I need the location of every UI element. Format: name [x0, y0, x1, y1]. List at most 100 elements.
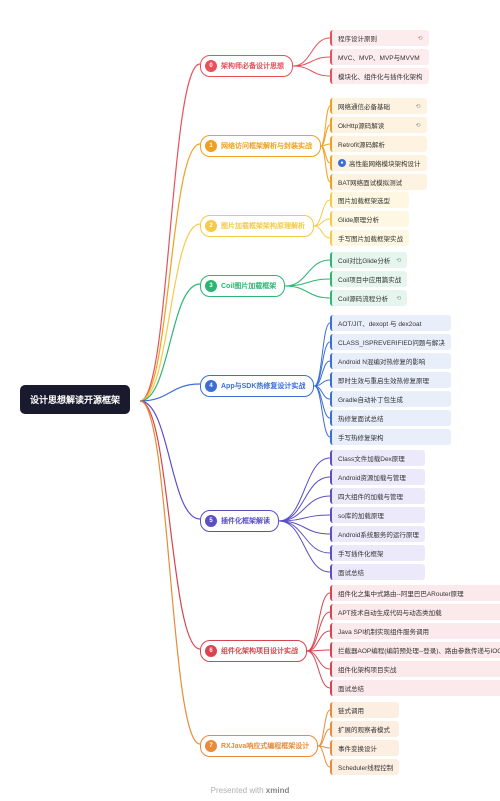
branch-node[interactable]: 5插件化框架解读	[200, 510, 279, 532]
leaf-text: 面试总结	[338, 567, 364, 577]
branch-node[interactable]: 7 RXJava响应式编程框架设计	[200, 735, 318, 757]
branch-text: 网络访问框架解析与封装实战	[221, 141, 312, 151]
branch-node[interactable]: 4App与SDK热修复设计实战	[200, 375, 314, 397]
leaf-node[interactable]: Coil对比Glide分析⟲	[330, 252, 407, 268]
link-icon: ⟲	[415, 122, 420, 129]
branch-node[interactable]: 1 网络访问框架解析与封装实战	[200, 135, 321, 157]
leaf-node[interactable]: 程序设计原则 ⟲	[330, 30, 429, 46]
leaf-text: AOT/JIT、dexopt 与 dex2oat	[338, 318, 421, 328]
leaf-text: 模块化、组件化与插件化架构	[338, 71, 423, 81]
leaf-node[interactable]: 四大组件的加载与管理	[330, 488, 425, 504]
leaf-group: Coil对比Glide分析⟲ Coil项目中应用篇实战 Coil源码流程分析 ⟲	[330, 252, 407, 309]
leaf-node[interactable]: Android系统服务的运行原理	[330, 526, 425, 542]
branch-label: 0架构师必备设计思想	[200, 55, 293, 77]
leaf-text: Coil对比Glide分析	[338, 255, 390, 265]
leaf-text: Scheduler线程控制	[338, 762, 393, 772]
branch-badge: 6	[205, 645, 217, 657]
footer-prefix: Presented with	[211, 786, 266, 795]
leaf-text: Coil项目中应用篇实战	[338, 274, 401, 284]
leaf-node[interactable]: Java SPI机制实现组件服务调用	[330, 623, 500, 639]
leaf-node[interactable]: 扩展的观察者模式	[330, 721, 399, 737]
leaf-text: Coil源码流程分析	[338, 293, 388, 303]
branch-text: Coil图片加载框架	[221, 281, 276, 291]
leaf-node[interactable]: Android N混编对热修复的影响	[330, 353, 451, 369]
leaf-node[interactable]: 组件化之集中式路由--阿里巴巴ARouter原理	[330, 585, 500, 601]
leaf-node[interactable]: 组件化架构项目实战	[330, 661, 500, 677]
leaf-text: Android N混编对热修复的影响	[338, 356, 425, 366]
branch-badge: 1	[205, 140, 217, 152]
leaf-node[interactable]: 事件变换设计	[330, 740, 399, 756]
leaf-node[interactable]: 链式调用	[330, 702, 399, 718]
leaf-text: 即时生效与重启生效热修复原理	[338, 375, 429, 385]
leaf-node[interactable]: CLASS_ISPREVERIFIED问题与解决	[330, 334, 451, 350]
link-icon: ⟲	[396, 295, 401, 302]
leaf-text: APT技术自动生成代码与动态类加载	[338, 607, 442, 617]
leaf-group: 链式调用扩展的观察者模式事件变换设计 Scheduler线程控制	[330, 702, 399, 778]
leaf-node[interactable]: ●高性能网络模块架构设计	[330, 155, 427, 171]
leaf-node[interactable]: 网络通信必备基础 ⟲	[330, 98, 427, 114]
leaf-node[interactable]: APT技术自动生成代码与动态类加载	[330, 604, 500, 620]
branch-label: 6组件化架构项目设计实战	[200, 640, 307, 662]
footer-brand: xmind	[266, 786, 290, 795]
leaf-text: 热修复面试总结	[338, 413, 384, 423]
branch-text: RXJava响应式编程框架设计	[221, 741, 309, 751]
branch-text: 架构师必备设计思想	[221, 61, 284, 71]
leaf-node[interactable]: 拦截器AOP编程(编前预处理--登录)、路由参数传递与IOC注入	[330, 642, 500, 658]
leaf-node[interactable]: 模块化、组件化与插件化架构	[330, 68, 429, 84]
leaf-node[interactable]: 图片加载框架选型	[330, 192, 409, 208]
branch-label: 1 网络访问框架解析与封装实战	[200, 135, 321, 157]
leaf-dot-icon: ●	[338, 159, 346, 167]
leaf-group: AOT/JIT、dexopt 与 dex2oat CLASS_ISPREVERIF…	[330, 315, 451, 448]
leaf-text: 组件化之集中式路由--阿里巴巴ARouter原理	[338, 588, 464, 598]
branch-label: 3 Coil图片加载框架	[200, 275, 285, 297]
branch-badge: 3	[205, 280, 217, 292]
leaf-node[interactable]: 热修复面试总结	[330, 410, 451, 426]
branch-node[interactable]: 6组件化架构项目设计实战	[200, 640, 307, 662]
branch-node[interactable]: 0架构师必备设计思想	[200, 55, 293, 77]
leaf-text: 面试总结	[338, 683, 364, 693]
leaf-group: Class文件加载Dex原理 Android资源加载与管理四大组件的加载与管理 so…	[330, 450, 425, 583]
branch-node[interactable]: 2图片加载框架架构原理解析	[200, 215, 314, 237]
leaf-node[interactable]: so库的加载原理	[330, 507, 425, 523]
leaf-node[interactable]: Gradle自动补丁包生成	[330, 391, 451, 407]
leaf-text: CLASS_ISPREVERIFIED问题与解决	[338, 337, 445, 347]
leaf-text: 扩展的观察者模式	[338, 724, 390, 734]
leaf-text: Class文件加载Dex原理	[338, 453, 405, 463]
leaf-text: 网络通信必备基础	[338, 101, 390, 111]
leaf-node[interactable]: 手写热修复架构	[330, 429, 451, 445]
leaf-node[interactable]: Retrofit源码解析	[330, 136, 427, 152]
leaf-text: Retrofit源码解析	[338, 139, 385, 149]
leaf-text: 拦截器AOP编程(编前预处理--登录)、路由参数传递与IOC注入	[338, 645, 500, 655]
branch-node[interactable]: 3 Coil图片加载框架	[200, 275, 285, 297]
leaf-text: 手写插件化框架	[338, 548, 384, 558]
leaf-node[interactable]: Coil项目中应用篇实战	[330, 271, 407, 287]
leaf-node[interactable]: Scheduler线程控制	[330, 759, 399, 775]
leaf-node[interactable]: Android资源加载与管理	[330, 469, 425, 485]
leaf-text: 手写热修复架构	[338, 432, 384, 442]
leaf-node[interactable]: 手写插件化框架	[330, 545, 425, 561]
branch-label: 5插件化框架解读	[200, 510, 279, 532]
root-label: 设计思想解读开源框架	[30, 395, 120, 405]
footer: Presented with xmind	[0, 786, 500, 795]
leaf-node[interactable]: 面试总结	[330, 680, 500, 696]
branch-text: 插件化框架解读	[221, 516, 270, 526]
leaf-node[interactable]: AOT/JIT、dexopt 与 dex2oat	[330, 315, 451, 331]
leaf-node[interactable]: 面试总结	[330, 564, 425, 580]
leaf-node[interactable]: 手写图片加载框架实战	[330, 230, 409, 246]
branch-text: App与SDK热修复设计实战	[221, 381, 305, 391]
leaf-node[interactable]: MVC、MVP、MVP与MVVM	[330, 49, 429, 65]
leaf-text: 四大组件的加载与管理	[338, 491, 403, 501]
leaf-text: Android系统服务的运行原理	[338, 529, 419, 539]
leaf-node[interactable]: Coil源码流程分析 ⟲	[330, 290, 407, 306]
branch-badge: 7	[205, 740, 217, 752]
leaf-text: BAT网络面试模拟测试	[338, 177, 402, 187]
leaf-text: 程序设计原则	[338, 33, 377, 43]
link-icon: ⟲	[417, 35, 422, 42]
link-icon: ⟲	[415, 103, 420, 110]
leaf-node[interactable]: Class文件加载Dex原理	[330, 450, 425, 466]
leaf-text: 高性能网络模块架构设计	[349, 158, 421, 168]
leaf-node[interactable]: Glide原理分析	[330, 211, 409, 227]
leaf-node[interactable]: OkHttp源码解读⟲	[330, 117, 427, 133]
leaf-node[interactable]: BAT网络面试模拟测试	[330, 174, 427, 190]
leaf-node[interactable]: 即时生效与重启生效热修复原理	[330, 372, 451, 388]
